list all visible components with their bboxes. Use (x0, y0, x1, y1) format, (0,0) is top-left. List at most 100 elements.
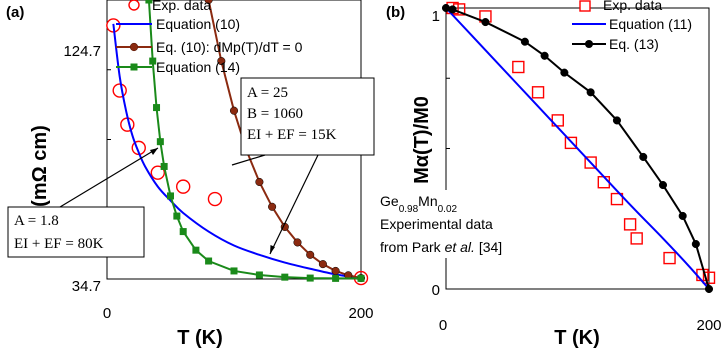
data-point-a-2-0 (204, 0, 213, 5)
annotation-1-arrow (231, 154, 266, 166)
data-point-b-2-1 (448, 5, 457, 14)
data-point-b-0-6 (564, 136, 578, 150)
legend-a-exp-label: Exp. data (152, 0, 211, 13)
annotation-1-arrow-2 (269, 154, 319, 255)
data-point-a-3-9 (205, 257, 213, 265)
data-point-b-2-9 (658, 180, 668, 190)
panel-b-y-axis-label: Mα(T)/M0 (411, 96, 433, 184)
legend-b-exp-marker (579, 0, 591, 12)
legend-a-eq14-marker (130, 63, 138, 71)
data-point-a-3-10 (230, 267, 238, 275)
panel-a-y-tick-label-top: 124.7 (63, 43, 101, 60)
data-point-a-3-13 (306, 274, 314, 282)
annotation-1-line-1: A = 25 (247, 85, 288, 101)
panel-a-legend: Exp. data Equation (10) Eq. (10): dMp(T)… (116, 0, 303, 75)
panel-b-x-tick-label-200: 200 (696, 317, 721, 334)
legend-a-dmp-marker (129, 42, 139, 52)
legend-a-eq14-label: Equation (14) (156, 59, 240, 75)
annotation-1-line-3: EI + EF = 15K (247, 127, 337, 143)
panel-a-x-tick-label-0: 0 (103, 305, 111, 322)
data-point-b-2-11 (691, 239, 700, 249)
data-point-a-3-15 (357, 274, 365, 282)
legend-a-dmp-label: Eq. (10): dMp(T)/dT = 0 (156, 39, 303, 55)
data-point-a-2-9 (318, 260, 327, 269)
annotation-box-params-1: A = 25 B = 1060 EI + EF = 15K (231, 77, 375, 255)
panel-b-y-tick-label-top: 1 (432, 8, 440, 25)
panel-b-series (441, 1, 716, 294)
data-point-b-2-4 (540, 51, 549, 60)
panel-b: (b) 1 0 0 200 T (K) Mα(T)/M0 Exp. data E… (378, 0, 722, 349)
panel-a-series (106, 0, 369, 286)
panel-b-legend: Exp. data Equation (11) Eq. (13) (572, 0, 692, 52)
data-point-a-3-14 (332, 274, 340, 282)
data-point-b-2-3 (520, 37, 529, 46)
annotation-sample-line-3: from Park et al. [34] (380, 239, 502, 255)
panel-a-axis-ticks (107, 69, 111, 210)
data-point-a-3-5 (167, 192, 174, 200)
legend-b-eq13-marker (585, 40, 593, 48)
panel-b-y-tick-label-bottom: 0 (432, 282, 440, 299)
data-point-a-2-10 (331, 266, 340, 275)
panel-b-label: (b) (386, 4, 405, 21)
data-point-a-3-4 (160, 162, 168, 170)
data-point-b-2-2 (481, 18, 490, 27)
data-point-a-2-1 (217, 57, 226, 66)
data-point-b-2-7 (612, 116, 622, 125)
data-point-b-2-10 (678, 211, 687, 220)
data-point-b-0-9 (610, 192, 624, 206)
data-point-b-0-12 (663, 251, 676, 265)
panel-b-x-tick-label-0: 0 (439, 317, 447, 334)
data-point-b-0-7 (584, 156, 597, 169)
data-point-a-2-7 (293, 238, 302, 247)
annotation-2-line-2: EI + EF = 80K (14, 236, 104, 252)
data-point-a-2-8 (306, 250, 315, 259)
data-point-a-3-12 (281, 273, 289, 281)
annotation-sample-info: Ge0.98Mn0.02 Experimental data from Park… (378, 190, 514, 258)
data-point-a-3-11 (255, 271, 263, 279)
legend-a-exp-marker (128, 0, 140, 11)
data-point-a-3-2 (153, 104, 161, 112)
data-point-a-2-4 (255, 177, 264, 187)
data-point-b-0-4 (531, 86, 545, 99)
annotation-sample-composition: Ge0.98Mn0.02 (380, 193, 458, 215)
data-point-a-2-2 (229, 106, 239, 115)
data-point-a-2-5 (268, 202, 277, 211)
data-point-b-2-8 (639, 152, 648, 161)
series-line-a-1 (112, 23, 362, 280)
data-point-a-3-0 (145, 0, 153, 4)
legend-b-exp-label: Exp. data (603, 0, 662, 13)
data-point-a-3-3 (156, 138, 164, 146)
panel-a: (a) 124.7 34.7 0 200 T (K) ρ (mΩ cm) Exp… (6, 0, 375, 349)
data-point-a-0-4 (150, 165, 166, 180)
data-point-b-2-5 (560, 68, 569, 77)
data-point-b-2-6 (586, 88, 595, 97)
panel-a-label: (a) (6, 4, 24, 21)
series-line-a-3 (147, 0, 361, 280)
panel-b-x-axis-label: T (K) (554, 327, 600, 349)
data-point-a-3-7 (179, 228, 187, 236)
data-point-a-0-5 (175, 179, 191, 194)
data-point-a-0-1 (112, 83, 127, 98)
data-point-b-2-12 (704, 284, 714, 294)
legend-b-eq11-label: Equation (11) (609, 16, 692, 32)
data-point-a-0-6 (207, 191, 223, 207)
data-point-b-0-11 (630, 232, 643, 245)
annotation-sample-line-2: Experimental data (380, 216, 493, 232)
annotation-box-params-2: A = 1.8 EI + EF = 80K (7, 147, 159, 258)
legend-b-eq13-label: Eq. (13) (609, 36, 659, 52)
series-line-b-1 (445, 7, 710, 290)
panel-a-x-axis-label: T (K) (177, 327, 223, 349)
data-point-a-3-8 (192, 246, 200, 254)
annotation-1-line-2: B = 1060 (247, 106, 303, 122)
annotation-2-arrow (59, 147, 159, 208)
panel-a-y-axis-label: ρ (mΩ cm) (29, 125, 51, 225)
data-point-b-0-14 (702, 271, 716, 284)
annotation-2-line-1: A = 1.8 (14, 213, 59, 229)
data-point-b-2-0 (441, 3, 451, 13)
data-point-b-0-3 (512, 60, 525, 74)
data-point-a-3-6 (173, 212, 181, 220)
panel-a-x-tick-label-200: 200 (348, 305, 373, 322)
panel-a-y-tick-label-bottom: 34.7 (72, 278, 101, 295)
data-point-b-0-10 (623, 218, 637, 231)
